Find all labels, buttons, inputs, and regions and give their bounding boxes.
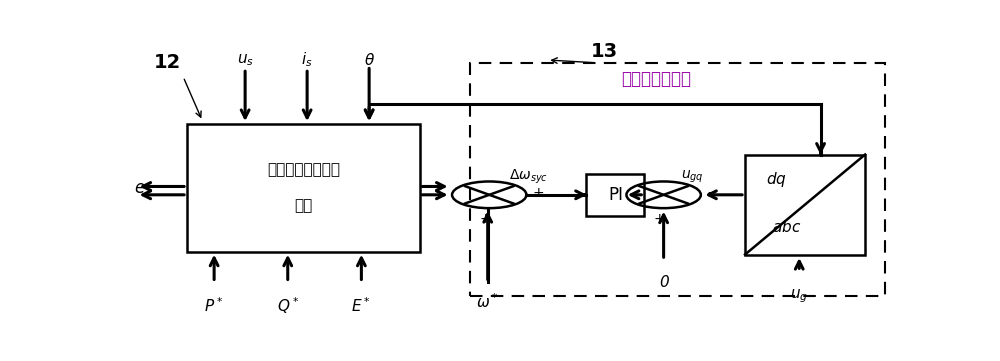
- Text: $u_g$: $u_g$: [790, 287, 808, 305]
- Text: $\Delta\omega_{syc}$: $\Delta\omega_{syc}$: [509, 168, 548, 186]
- Text: $\theta$: $\theta$: [364, 52, 375, 68]
- Text: $P^*$: $P^*$: [204, 297, 224, 316]
- Text: 12: 12: [154, 53, 181, 72]
- Text: $E^*$: $E^*$: [351, 297, 371, 316]
- Bar: [187, 124, 420, 252]
- Text: 虚拟同步算法控制: 虚拟同步算法控制: [267, 162, 340, 177]
- Text: +: +: [480, 212, 491, 226]
- Text: $Q^*$: $Q^*$: [277, 296, 299, 316]
- Text: $i_s$: $i_s$: [301, 51, 313, 69]
- Text: $u_{gq}$: $u_{gq}$: [681, 169, 704, 185]
- Text: e: e: [134, 179, 145, 197]
- Text: +: +: [654, 212, 666, 226]
- Text: PI: PI: [608, 186, 623, 204]
- Text: 0: 0: [659, 275, 668, 290]
- Bar: [745, 155, 865, 255]
- Text: $\omega^*$: $\omega^*$: [476, 292, 499, 311]
- Text: 13: 13: [590, 42, 618, 61]
- Text: 单元: 单元: [294, 199, 312, 213]
- Text: -: -: [708, 186, 713, 200]
- Text: $dq$: $dq$: [766, 170, 786, 189]
- Text: $abc$: $abc$: [772, 219, 801, 235]
- Text: 自同步控制单元: 自同步控制单元: [621, 70, 691, 88]
- Text: $u_s$: $u_s$: [237, 52, 254, 68]
- Bar: [586, 174, 644, 216]
- Text: +: +: [532, 186, 544, 200]
- Bar: [470, 63, 885, 296]
